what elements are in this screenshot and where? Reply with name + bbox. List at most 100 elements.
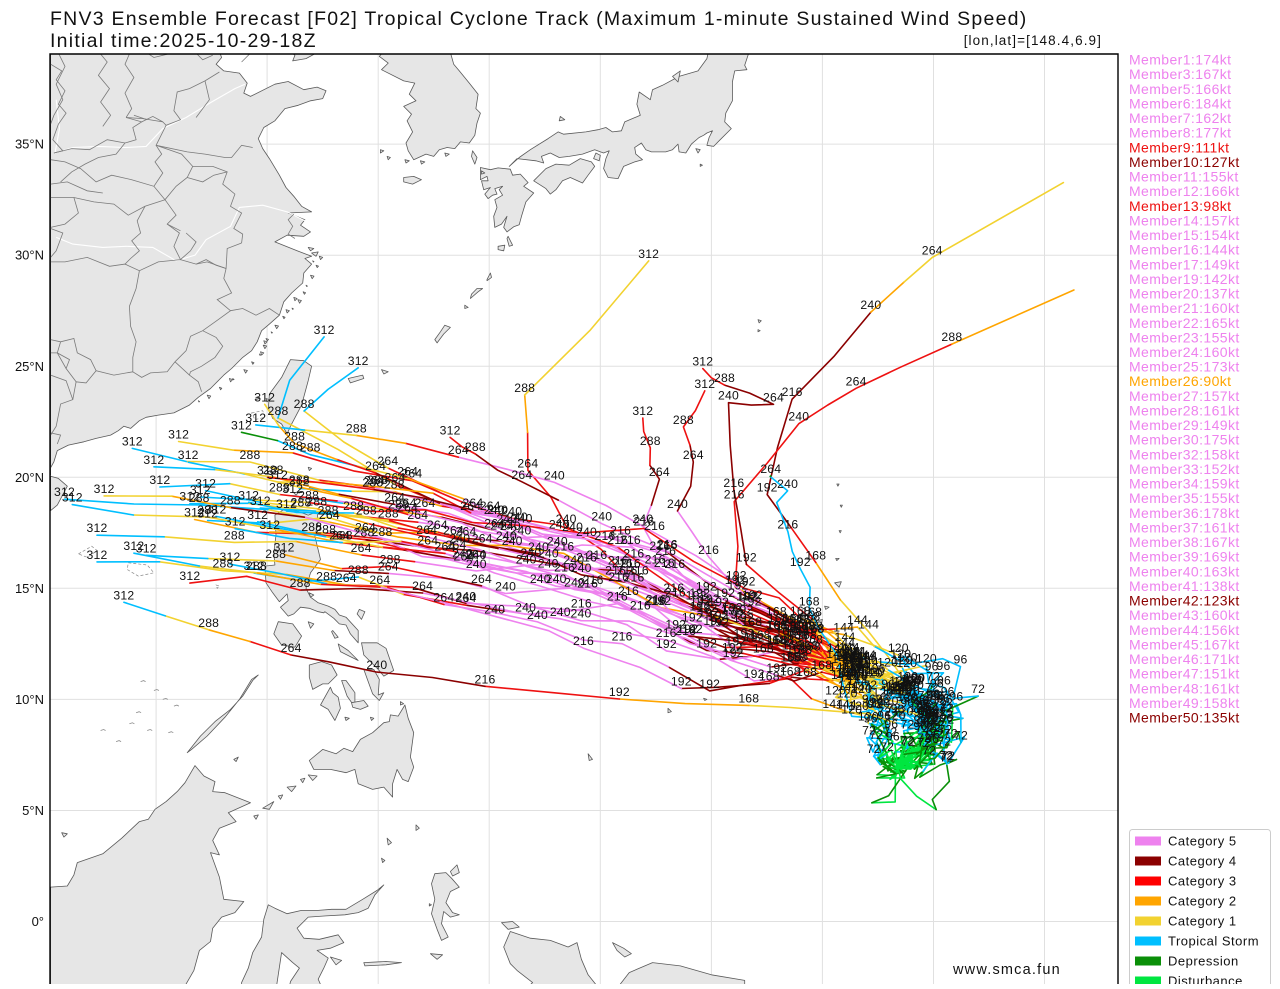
svg-text:96: 96 (929, 706, 943, 720)
svg-text:Member23:155kt: Member23:155kt (1129, 329, 1240, 345)
svg-text:192: 192 (682, 611, 703, 625)
svg-text:120: 120 (825, 683, 846, 697)
svg-text:240: 240 (549, 518, 570, 532)
svg-text:120: 120 (841, 702, 862, 716)
svg-text:Member43:160kt: Member43:160kt (1129, 607, 1240, 623)
svg-text:144: 144 (853, 651, 874, 665)
svg-text:Member44:156kt: Member44:156kt (1129, 622, 1240, 638)
svg-text:120: 120 (896, 687, 917, 701)
svg-text:Member7:162kt: Member7:162kt (1129, 110, 1231, 126)
svg-text:120: 120 (886, 679, 907, 693)
svg-text:144: 144 (843, 650, 864, 664)
svg-text:120: 120 (888, 682, 909, 696)
svg-text:72: 72 (918, 689, 932, 703)
svg-text:72: 72 (954, 728, 968, 742)
svg-text:288: 288 (189, 491, 210, 505)
svg-text:10°N: 10°N (15, 692, 44, 707)
svg-text:288: 288 (306, 495, 327, 509)
svg-text:Member19:142kt: Member19:142kt (1129, 271, 1240, 287)
svg-text:312: 312 (259, 518, 280, 532)
svg-text:120: 120 (897, 670, 918, 684)
svg-text:96: 96 (877, 709, 891, 723)
svg-text:Member16:144kt: Member16:144kt (1129, 242, 1240, 258)
svg-text:288: 288 (941, 330, 962, 344)
svg-text:192: 192 (682, 622, 703, 636)
svg-text:168: 168 (789, 612, 810, 626)
svg-text:120: 120 (903, 674, 924, 688)
svg-text:Member40:163kt: Member40:163kt (1129, 563, 1240, 579)
svg-text:Member5:166kt: Member5:166kt (1129, 81, 1231, 97)
svg-text:240: 240 (452, 546, 473, 560)
svg-text:Member49:158kt: Member49:158kt (1129, 695, 1240, 711)
svg-text:144: 144 (860, 665, 881, 679)
svg-text:120: 120 (885, 709, 906, 723)
svg-text:264: 264 (351, 541, 372, 555)
svg-text:72: 72 (929, 689, 943, 703)
svg-text:Depression: Depression (1168, 954, 1239, 969)
svg-text:96: 96 (926, 728, 940, 742)
svg-text:168: 168 (805, 549, 826, 563)
svg-text:240: 240 (550, 605, 571, 619)
svg-text:216: 216 (675, 624, 696, 638)
svg-text:168: 168 (776, 619, 797, 633)
svg-text:192: 192 (734, 626, 755, 640)
svg-text:192: 192 (766, 661, 787, 675)
svg-text:288: 288 (367, 473, 388, 487)
svg-text:264: 264 (355, 520, 376, 534)
svg-text:72: 72 (922, 744, 936, 758)
svg-text:216: 216 (605, 564, 626, 578)
svg-text:264: 264 (435, 539, 456, 553)
svg-text:25°N: 25°N (15, 359, 44, 374)
svg-text:72: 72 (930, 718, 944, 732)
svg-text:120: 120 (842, 660, 863, 674)
svg-text:288: 288 (354, 526, 375, 540)
svg-text:216: 216 (723, 476, 744, 490)
svg-text:96: 96 (918, 706, 932, 720)
svg-text:192: 192 (723, 607, 744, 621)
svg-text:120: 120 (869, 696, 890, 710)
svg-text:240: 240 (556, 512, 577, 526)
svg-text:Member21:160kt: Member21:160kt (1129, 300, 1240, 316)
svg-text:312: 312 (254, 390, 275, 404)
svg-text:96: 96 (917, 707, 931, 721)
svg-text:96: 96 (907, 674, 921, 688)
svg-text:72: 72 (926, 669, 940, 683)
svg-text:192: 192 (722, 641, 743, 655)
svg-text:216: 216 (612, 556, 633, 570)
svg-text:240: 240 (366, 658, 387, 672)
svg-text:240: 240 (718, 389, 739, 403)
svg-text:192: 192 (741, 595, 762, 609)
svg-text:144: 144 (834, 649, 855, 663)
svg-text:216: 216 (655, 544, 676, 558)
svg-text:264: 264 (846, 374, 867, 388)
svg-text:96: 96 (915, 694, 929, 708)
svg-text:264: 264 (922, 244, 943, 258)
svg-text:312: 312 (87, 548, 108, 562)
svg-text:264: 264 (517, 456, 538, 470)
svg-text:72: 72 (877, 705, 891, 719)
svg-text:72: 72 (940, 750, 954, 764)
svg-text:312: 312 (231, 418, 252, 432)
svg-text:312: 312 (87, 521, 108, 535)
svg-text:120: 120 (847, 669, 868, 683)
svg-text:168: 168 (768, 611, 789, 625)
svg-text:168: 168 (780, 664, 801, 678)
svg-text:72: 72 (933, 697, 947, 711)
svg-text:264: 264 (378, 559, 399, 573)
svg-text:240: 240 (487, 503, 508, 517)
svg-text:288: 288 (265, 547, 286, 561)
svg-text:168: 168 (811, 658, 832, 672)
svg-text:216: 216 (610, 523, 631, 537)
svg-text:216: 216 (623, 546, 644, 560)
svg-text:144: 144 (831, 668, 852, 682)
svg-text:120: 120 (889, 674, 910, 688)
svg-text:312: 312 (143, 453, 164, 467)
svg-text:168: 168 (801, 605, 822, 619)
svg-text:264: 264 (401, 467, 422, 481)
svg-text:168: 168 (802, 619, 823, 633)
svg-text:Member20:137kt: Member20:137kt (1129, 286, 1240, 302)
svg-text:72: 72 (917, 731, 931, 745)
svg-text:216: 216 (657, 538, 678, 552)
svg-text:168: 168 (786, 642, 807, 656)
svg-text:Member37:161kt: Member37:161kt (1129, 519, 1240, 535)
